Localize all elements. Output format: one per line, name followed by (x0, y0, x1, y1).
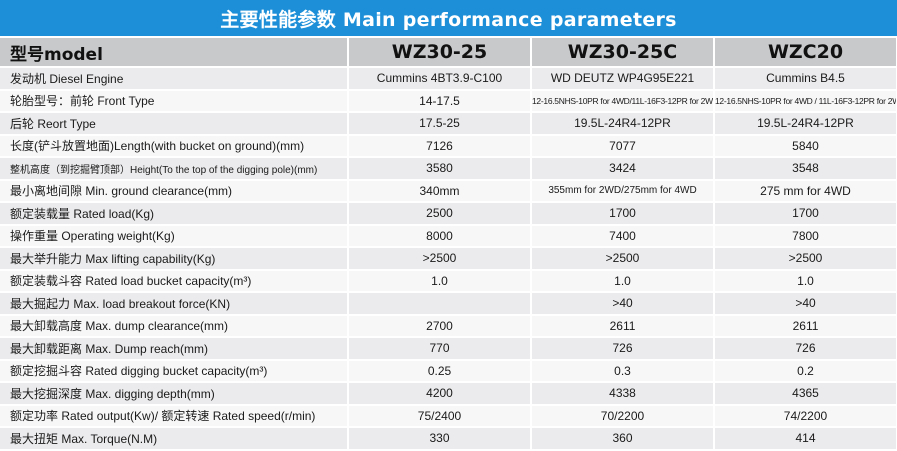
cell-value: 726 (714, 337, 897, 361)
cell-value: 3548 (714, 157, 897, 181)
row-label: 最小离地间隙 Min. ground clearance(mm) (0, 179, 349, 203)
cell-value: 726 (531, 337, 715, 361)
cell-value: 14-17.5 (348, 89, 532, 113)
table-title: 主要性能参数 Main performance parameters (0, 0, 897, 38)
row-label: 长度(铲斗放置地面)Length(with bucket on ground)(… (0, 134, 349, 158)
row-label: 额定装载量 Rated load(Kg) (0, 202, 349, 226)
row-label: 轮胎型号：前轮 Front Type (0, 89, 349, 113)
table-row: 最大卸载距离 Max. Dump reach(mm) 770 726 726 (0, 337, 897, 361)
row-label: 额定挖掘斗容 Rated digging bucket capacity(m³) (0, 359, 349, 383)
model-header-wz30-25c: WZ30-25C (531, 38, 715, 68)
table-row: 长度(铲斗放置地面)Length(with bucket on ground)(… (0, 134, 897, 158)
cell-value: 7400 (531, 224, 715, 248)
row-label: 整机高度（到挖掘臂顶部）Height(To the top of the dig… (0, 157, 349, 181)
cell-value: 19.5L-24R4-12PR (531, 112, 715, 136)
cell-value: 12-16.5NHS-10PR for 4WD/11L-16F3-12PR fo… (531, 89, 715, 113)
cell-value: 0.3 (531, 359, 715, 383)
cell-value: 7800 (714, 224, 897, 248)
cell-value: 1700 (531, 202, 715, 226)
cell-value: 3580 (348, 157, 532, 181)
table-row: 额定装载量 Rated load(Kg) 2500 1700 1700 (0, 202, 897, 226)
cell-value: 1.0 (531, 269, 715, 293)
cell-value: 360 (531, 427, 715, 451)
cell-value: >2500 (714, 247, 897, 271)
cell-value: 70/2200 (531, 404, 715, 428)
table-row: 轮胎型号：前轮 Front Type 14-17.5 12-16.5NHS-10… (0, 89, 897, 113)
row-label: 额定装载斗容 Rated load bucket capacity(m³) (0, 269, 349, 293)
table-row: 最大举升能力 Max lifting capability(Kg) >2500 … (0, 247, 897, 271)
cell-value: 275 mm for 4WD (714, 179, 897, 203)
table-row: 额定装载斗容 Rated load bucket capacity(m³) 1.… (0, 269, 897, 293)
model-header-wz30-25: WZ30-25 (348, 38, 532, 68)
row-label: 后轮 Reort Type (0, 112, 349, 136)
cell-value: 3424 (531, 157, 715, 181)
row-label: 最大卸载高度 Max. dump clearance(mm) (0, 314, 349, 338)
cell-value: 19.5L-24R4-12PR (714, 112, 897, 136)
cell-value: 770 (348, 337, 532, 361)
cell-value: 7077 (531, 134, 715, 158)
row-label: 最大举升能力 Max lifting capability(Kg) (0, 247, 349, 271)
cell-value: 2611 (714, 314, 897, 338)
table-row: 额定挖掘斗容 Rated digging bucket capacity(m³)… (0, 359, 897, 383)
cell-value: >2500 (348, 247, 532, 271)
table-row: 操作重量 Operating weight(Kg) 8000 7400 7800 (0, 224, 897, 248)
table-row: 额定功率 Rated output(Kw)/ 额定转速 Rated speed(… (0, 404, 897, 428)
cell-value: 340mm (348, 179, 532, 203)
cell-value: 7126 (348, 134, 532, 158)
cell-value: 1700 (714, 202, 897, 226)
table-row: 最小离地间隙 Min. ground clearance(mm) 340mm 3… (0, 179, 897, 203)
cell-value: >40 (714, 292, 897, 316)
cell-value: 4200 (348, 382, 532, 406)
cell-value: 12-16.5NHS-10PR for 4WD / 11L-16F3-12PR … (714, 89, 897, 113)
cell-value: Cummins 4BT3.9-C100 (348, 67, 532, 91)
table-row: 后轮 Reort Type 17.5-25 19.5L-24R4-12PR 19… (0, 112, 897, 136)
table-row: 整机高度（到挖掘臂顶部）Height(To the top of the dig… (0, 157, 897, 181)
cell-value (348, 292, 532, 316)
cell-value: 330 (348, 427, 532, 451)
cell-value: 2500 (348, 202, 532, 226)
row-label: 操作重量 Operating weight(Kg) (0, 224, 349, 248)
table-row: 最大掘起力 Max. load breakout force(KN) >40 >… (0, 292, 897, 316)
table-row: 最大卸载高度 Max. dump clearance(mm) 2700 2611… (0, 314, 897, 338)
cell-value: 17.5-25 (348, 112, 532, 136)
row-label: 额定功率 Rated output(Kw)/ 额定转速 Rated speed(… (0, 404, 349, 428)
cell-value: 74/2200 (714, 404, 897, 428)
cell-value: Cummins B4.5 (714, 67, 897, 91)
cell-value: 355mm for 2WD/275mm for 4WD (531, 179, 715, 203)
row-label: 发动机 Diesel Engine (0, 67, 349, 91)
cell-value: WD DEUTZ WP4G95E221 (531, 67, 715, 91)
cell-value: 1.0 (714, 269, 897, 293)
table-row: 最大挖掘深度 Max. digging depth(mm) 4200 4338 … (0, 382, 897, 406)
row-label: 最大扭矩 Max. Torque(N.M) (0, 427, 349, 451)
cell-value: 75/2400 (348, 404, 532, 428)
performance-table: 型号model WZ30-25 WZ30-25C WZC20 发动机 Diese… (0, 38, 897, 451)
cell-value: 5840 (714, 134, 897, 158)
table-row: 发动机 Diesel Engine Cummins 4BT3.9-C100 WD… (0, 67, 897, 91)
cell-value: 2611 (531, 314, 715, 338)
cell-value: 8000 (348, 224, 532, 248)
cell-value: 1.0 (348, 269, 532, 293)
cell-value: >2500 (531, 247, 715, 271)
row-label: 最大卸载距离 Max. Dump reach(mm) (0, 337, 349, 361)
cell-value: >40 (531, 292, 715, 316)
header-row: 型号model WZ30-25 WZ30-25C WZC20 (0, 38, 897, 68)
cell-value: 414 (714, 427, 897, 451)
model-header-label: 型号model (0, 38, 349, 68)
row-label: 最大掘起力 Max. load breakout force(KN) (0, 292, 349, 316)
cell-value: 0.2 (714, 359, 897, 383)
cell-value: 2700 (348, 314, 532, 338)
cell-value: 4338 (531, 382, 715, 406)
cell-value: 0.25 (348, 359, 532, 383)
cell-value: 4365 (714, 382, 897, 406)
table-row: 最大扭矩 Max. Torque(N.M) 330 360 414 (0, 427, 897, 451)
row-label: 最大挖掘深度 Max. digging depth(mm) (0, 382, 349, 406)
model-header-wzc20: WZC20 (714, 38, 897, 68)
